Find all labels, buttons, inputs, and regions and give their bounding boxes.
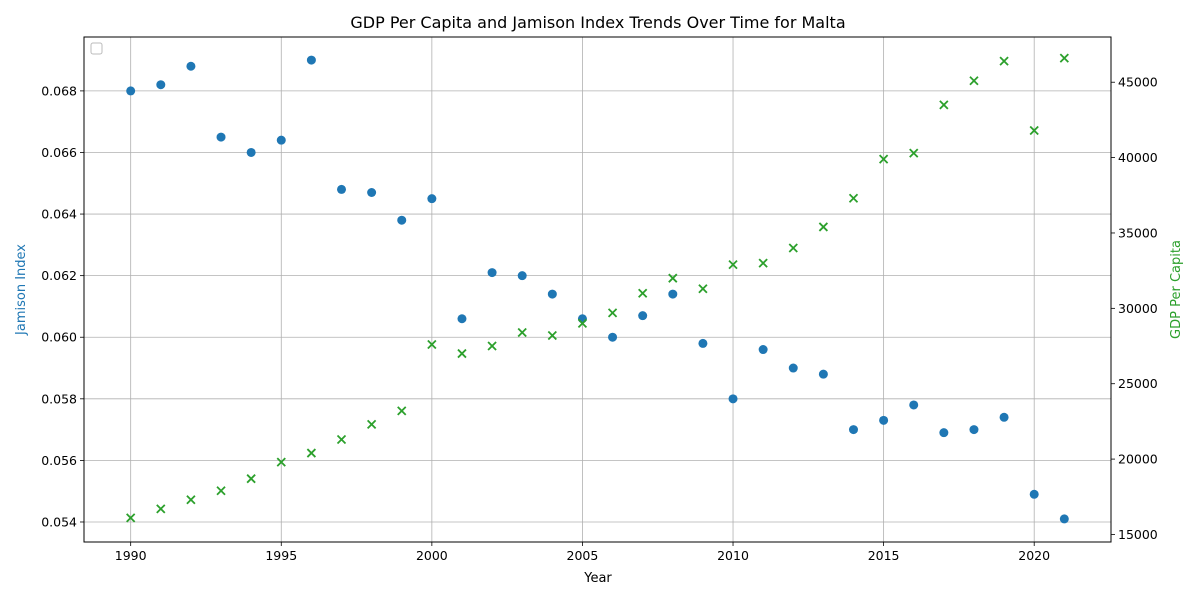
jamison-index-point [1059,514,1069,524]
jamison-index-point [337,184,347,194]
jamison-index-point [306,55,316,65]
jamison-index-point [276,135,286,145]
jamison-index-point [517,271,527,281]
jamison-index-point [427,194,437,204]
gdp-per-capita-point [216,486,226,496]
jamison-index-point [939,428,949,438]
plot-frame [83,36,1112,543]
gdp-per-capita-point [969,76,979,86]
gdp-per-capita-point [638,288,648,298]
x-tick-label: 1995 [265,548,297,563]
y-right-tick-label: 45000 [1118,75,1158,90]
grid [84,37,1111,542]
gdp-per-capita-point [1029,125,1039,136]
jamison-index-point [547,289,557,299]
y-left-tick-label: 0.058 [41,391,77,406]
x-tick-label: 2000 [416,548,448,563]
y-right-tick-label: 15000 [1118,527,1158,542]
jamison-index-point [758,345,768,355]
jamison-index-point [909,400,919,410]
jamison-index-point [638,311,648,321]
y-left-tick-label: 0.064 [41,207,77,222]
gdp-per-capita-point [909,148,919,158]
gdp-per-capita-point [306,448,317,458]
jamison-index-point [879,415,889,425]
jamison-index-point [999,412,1009,422]
jamison-index-point [969,425,979,435]
y-right-tick-label: 35000 [1118,225,1158,240]
gdp-per-capita-point [939,100,949,110]
gdp-per-capita-point [758,258,768,268]
gdp-per-capita-point [668,273,678,283]
gdp-per-capita-point [186,495,196,505]
jamison-index-point [728,394,738,404]
x-tick-label: 2010 [717,548,749,563]
jamison-index-point [848,425,858,435]
jamison-index-point [1029,489,1039,499]
data-marks [126,53,1069,524]
gdp-per-capita-point [427,339,437,350]
y-axis-right-label: GDP Per Capita [1169,240,1184,339]
y-right-tick-label: 30000 [1118,301,1158,316]
jamison-index-point [668,289,678,299]
jamison-index-point [186,61,196,71]
gdp-per-capita-point [276,457,286,467]
jamison-index-point [457,314,467,324]
jamison-index-point [788,363,798,373]
gdp-per-capita-point [457,348,467,359]
gdp-per-capita-point [788,243,798,253]
y-right-tick-label: 40000 [1118,150,1158,165]
y-right-tick-label: 20000 [1118,452,1158,467]
gdp-per-capita-point [848,193,859,203]
y-left-tick-label: 0.068 [41,83,77,98]
jamison-index-point [577,314,587,324]
gdp-per-capita-point [246,474,256,484]
y-left-tick-label: 0.060 [41,330,77,345]
gdp-per-capita-point [487,341,497,351]
gdp-per-capita-point [1059,53,1069,63]
jamison-index-point [367,188,377,198]
x-tick-label: 2020 [1018,548,1050,563]
x-tick-label: 2015 [868,548,900,563]
y-axis-left-label: Jamison Index [14,244,29,336]
chart-title: GDP Per Capita and Jamison Index Trends … [350,13,845,32]
gdp-per-capita-point [156,504,166,514]
y-left-tick-label: 0.062 [41,268,77,283]
gdp-per-capita-point [126,513,136,523]
y-right-tick-label: 25000 [1118,376,1158,391]
jamison-index-point [156,80,166,90]
axes: 1990 1995 2000 2005 2010 2015 2020 0.054 0.056 0.… [41,75,1158,563]
jamison-index-point [397,215,407,225]
y-left-tick-label: 0.056 [41,453,77,468]
jamison-index-point [818,369,828,379]
gdp-per-capita-point [397,406,407,416]
y-left-tick-label: 0.054 [41,514,77,529]
jamison-index-point [487,268,497,278]
x-tick-label: 1990 [115,548,147,563]
gdp-per-capita-point [607,308,618,318]
gdp-per-capita-point [728,259,738,270]
gdp-per-capita-point [366,419,377,430]
gdp-per-capita-point [336,434,347,445]
gdp-per-capita-point [517,327,527,338]
jamison-index-point [698,338,708,348]
x-axis-label: Year [583,571,612,586]
x-tick-label: 2005 [567,548,599,563]
gdp-per-capita-point [577,318,588,329]
gdp-per-capita-point [878,154,889,164]
jamison-index-point [246,147,256,157]
jamison-index-point [608,332,618,342]
gdp-per-capita-point [818,222,829,232]
gdp-per-capita-point [999,56,1009,66]
legend-box [90,42,103,55]
gdp-per-capita-point [547,330,557,341]
y-left-tick-label: 0.066 [41,145,77,160]
jamison-index-point [216,132,226,142]
gdp-per-capita-point [698,284,708,294]
jamison-index-point [126,86,136,96]
